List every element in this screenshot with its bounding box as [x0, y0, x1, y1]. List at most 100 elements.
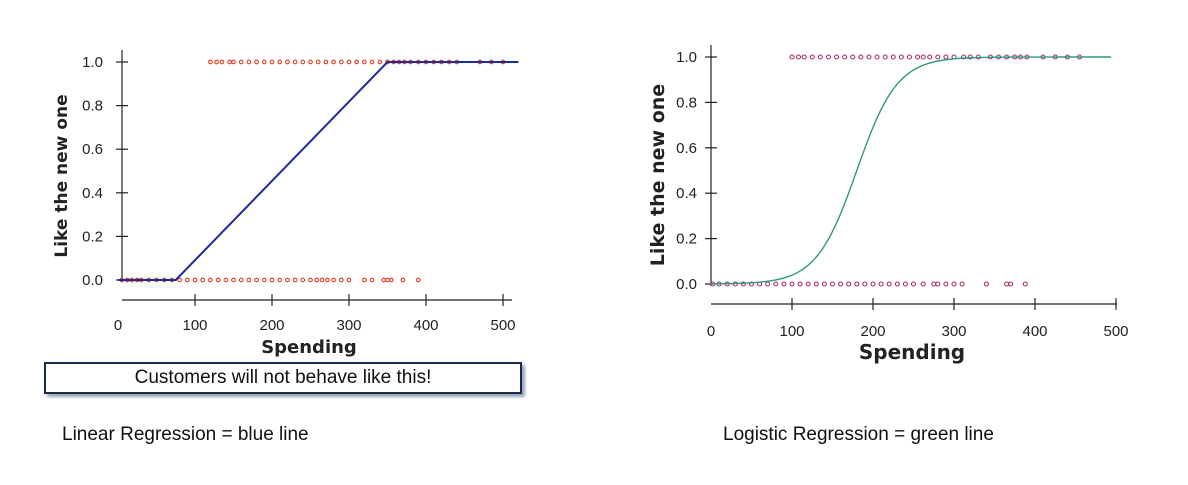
right-data-point — [773, 281, 779, 287]
left-data-point — [261, 277, 267, 283]
right-data-point — [906, 54, 913, 60]
right-x-tick-label: 400 — [1022, 323, 1047, 340]
right-data-point — [842, 54, 848, 60]
left-data-point — [331, 277, 336, 283]
left-x-tick-label: 200 — [259, 317, 284, 334]
left-data-point — [300, 277, 306, 283]
left-data-point — [219, 59, 225, 65]
right-data-point — [850, 54, 856, 60]
right-data-point — [935, 281, 941, 287]
left-data-point — [231, 59, 236, 65]
left-data-point — [208, 59, 213, 65]
left-y-axis-label: Like the new one — [52, 94, 72, 257]
left-data-point — [254, 59, 259, 65]
right-data-point — [789, 281, 795, 287]
left-x-tick-label: 300 — [336, 317, 361, 334]
left-data-point — [338, 59, 344, 65]
left-data-point — [238, 59, 244, 65]
left-data-point — [300, 59, 306, 65]
right-data-point — [748, 281, 755, 287]
left-data-point — [227, 59, 232, 65]
right-data-point — [866, 54, 872, 60]
left-data-point — [200, 277, 206, 283]
callout-box: Customers will not behave like this! — [44, 362, 522, 394]
left-regression-line — [118, 61, 519, 281]
left-data-point — [308, 59, 313, 65]
left-data-point — [269, 59, 275, 65]
left-x-tick-label: 400 — [413, 317, 438, 334]
right-x-tick-label: 300 — [941, 323, 966, 340]
left-y-tick-label: 0.0 — [82, 272, 103, 289]
left-data-point — [323, 59, 329, 65]
right-data-point — [967, 54, 973, 60]
right-y-tick-label: 0.2 — [676, 231, 697, 248]
right-data-point — [854, 281, 860, 287]
right-data-point — [858, 54, 864, 60]
right-x-tick-label: 200 — [860, 323, 885, 340]
right-data-point — [943, 281, 949, 287]
left-y-tick-label: 0.4 — [82, 185, 103, 202]
right-data-point — [1004, 281, 1010, 287]
right-data-point — [959, 281, 965, 287]
left-caption: Linear Regression = blue line — [62, 424, 309, 445]
right-x-tick-label: 500 — [1103, 323, 1128, 340]
right-data-point — [813, 281, 819, 287]
left-data-point — [308, 277, 313, 283]
left-data-point — [285, 59, 290, 65]
right-x-tick-label: 100 — [779, 323, 804, 340]
right-data-point — [874, 54, 880, 60]
right-data-point — [927, 54, 933, 60]
right-data-point — [765, 281, 771, 287]
right-y-tick-label: 0.4 — [676, 185, 697, 202]
right-data-point — [983, 281, 989, 287]
right-data-point — [910, 281, 917, 287]
linear-regression-chart: Like the new one Spending 0.0 0.2 0.4 0.6 0.… — [52, 50, 519, 358]
left-x-tick-label: 100 — [182, 317, 207, 334]
left-data-point — [214, 59, 219, 65]
left-y-tick-label: 0.8 — [82, 98, 103, 115]
right-y-tick-label: 0.8 — [676, 94, 697, 111]
right-data-point — [797, 281, 803, 287]
right-data-point — [817, 54, 823, 60]
right-data-point — [789, 54, 795, 60]
left-data-point — [369, 277, 375, 283]
right-data-point — [943, 54, 949, 60]
right-y-tick-label: 0.6 — [676, 140, 697, 157]
right-x-axis-label: Spending — [859, 340, 965, 364]
left-data-point — [338, 277, 344, 283]
left-data-point — [314, 277, 320, 283]
right-data-point — [740, 281, 746, 287]
left-data-point — [377, 59, 383, 65]
right-caption: Logistic Regression = green line — [723, 424, 994, 445]
left-y-tick-label: 0.6 — [82, 141, 103, 158]
left-data-point — [319, 277, 325, 283]
right-data-point — [935, 54, 941, 60]
left-data-point — [177, 277, 182, 283]
right-y-tick-label: 1.0 — [676, 49, 697, 66]
left-data-point — [346, 277, 352, 283]
right-data-point — [1008, 281, 1014, 287]
left-x-axis-label: Spending — [261, 337, 357, 358]
right-logistic-curve — [710, 56, 1112, 285]
left-data-point — [400, 277, 406, 283]
left-data-point — [269, 277, 275, 283]
left-data-point — [385, 277, 390, 283]
left-data-point — [184, 277, 190, 283]
right-data-point — [890, 54, 896, 60]
left-data-point — [246, 59, 252, 65]
right-data-point — [829, 281, 836, 287]
right-data-point — [781, 281, 787, 287]
left-y-tick-label: 1.0 — [82, 54, 103, 71]
left-data-point — [246, 277, 252, 283]
left-data-point — [325, 277, 330, 283]
left-data-point — [346, 59, 352, 65]
right-data-point — [920, 281, 926, 287]
left-data-point — [315, 59, 321, 65]
callout-text: Customers will not behave like this! — [134, 367, 432, 388]
right-data-point — [886, 281, 892, 287]
right-data-point — [961, 54, 967, 60]
right-data-point — [894, 281, 900, 287]
right-data-point — [882, 54, 888, 60]
right-data-point — [795, 54, 802, 60]
